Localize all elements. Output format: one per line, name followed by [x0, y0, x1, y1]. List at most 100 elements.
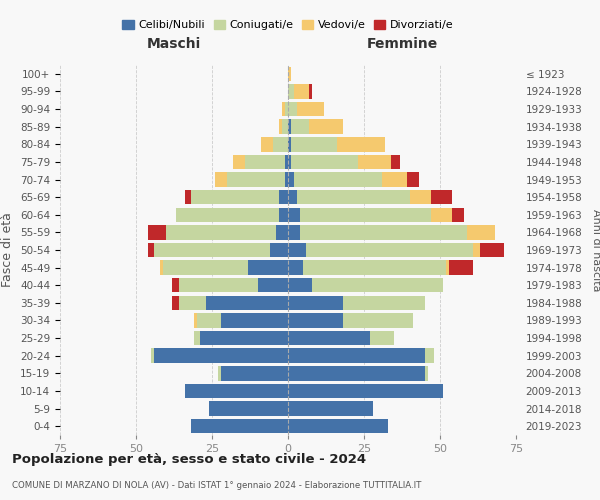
Bar: [300, 208, 431, 222]
Bar: [206, 296, 288, 310]
Bar: [282, 120, 288, 134]
Bar: [431, 190, 452, 204]
Bar: [358, 154, 391, 169]
Bar: [288, 402, 373, 416]
Bar: [288, 208, 300, 222]
Bar: [194, 314, 197, 328]
Bar: [343, 314, 413, 328]
Bar: [282, 102, 285, 117]
Bar: [148, 225, 166, 240]
Bar: [291, 137, 337, 152]
Bar: [288, 331, 370, 345]
Bar: [288, 172, 294, 186]
Bar: [185, 384, 288, 398]
Bar: [279, 190, 288, 204]
Bar: [285, 102, 288, 117]
Y-axis label: Anni di nascita: Anni di nascita: [591, 209, 600, 291]
Bar: [288, 260, 303, 275]
Bar: [179, 278, 257, 292]
Bar: [297, 190, 410, 204]
Bar: [467, 225, 495, 240]
Bar: [172, 278, 179, 292]
Bar: [197, 314, 221, 328]
Bar: [288, 66, 291, 81]
Bar: [257, 278, 288, 292]
Bar: [154, 243, 270, 257]
Bar: [303, 260, 446, 275]
Bar: [218, 366, 221, 380]
Bar: [172, 296, 179, 310]
Bar: [191, 419, 288, 434]
Bar: [425, 366, 428, 380]
Bar: [151, 348, 154, 363]
Bar: [221, 314, 288, 328]
Bar: [194, 331, 200, 345]
Bar: [209, 402, 288, 416]
Bar: [306, 243, 473, 257]
Text: Femmine: Femmine: [367, 37, 437, 51]
Bar: [148, 243, 154, 257]
Bar: [227, 172, 285, 186]
Bar: [452, 208, 464, 222]
Bar: [288, 243, 306, 257]
Bar: [163, 260, 248, 275]
Bar: [260, 137, 273, 152]
Y-axis label: Fasce di età: Fasce di età: [1, 212, 14, 288]
Bar: [294, 172, 382, 186]
Bar: [446, 260, 449, 275]
Bar: [276, 225, 288, 240]
Bar: [233, 154, 245, 169]
Bar: [337, 137, 385, 152]
Bar: [291, 120, 309, 134]
Bar: [425, 348, 434, 363]
Bar: [245, 154, 285, 169]
Bar: [285, 154, 288, 169]
Bar: [270, 243, 288, 257]
Bar: [288, 120, 291, 134]
Bar: [179, 296, 206, 310]
Text: Maschi: Maschi: [147, 37, 201, 51]
Bar: [248, 260, 288, 275]
Bar: [288, 225, 300, 240]
Bar: [215, 172, 227, 186]
Bar: [288, 137, 291, 152]
Bar: [288, 102, 297, 117]
Bar: [185, 190, 191, 204]
Bar: [288, 384, 443, 398]
Bar: [382, 172, 407, 186]
Text: COMUNE DI MARZANO DI NOLA (AV) - Dati ISTAT 1° gennaio 2024 - Elaborazione TUTTI: COMUNE DI MARZANO DI NOLA (AV) - Dati IS…: [12, 480, 421, 490]
Bar: [288, 296, 343, 310]
Bar: [191, 190, 279, 204]
Bar: [479, 243, 504, 257]
Bar: [288, 154, 291, 169]
Bar: [343, 296, 425, 310]
Bar: [154, 348, 288, 363]
Bar: [288, 314, 343, 328]
Bar: [309, 120, 343, 134]
Bar: [407, 172, 419, 186]
Bar: [294, 84, 309, 98]
Bar: [410, 190, 431, 204]
Bar: [291, 154, 358, 169]
Bar: [391, 154, 400, 169]
Bar: [309, 84, 313, 98]
Bar: [288, 190, 297, 204]
Bar: [273, 137, 288, 152]
Bar: [160, 260, 163, 275]
Legend: Celibi/Nubili, Coniugati/e, Vedovi/e, Divorziati/e: Celibi/Nubili, Coniugati/e, Vedovi/e, Di…: [118, 15, 458, 34]
Bar: [449, 260, 473, 275]
Bar: [288, 419, 388, 434]
Bar: [288, 278, 313, 292]
Bar: [297, 102, 325, 117]
Bar: [166, 225, 276, 240]
Bar: [288, 348, 425, 363]
Bar: [285, 172, 288, 186]
Bar: [473, 243, 479, 257]
Bar: [370, 331, 394, 345]
Bar: [279, 208, 288, 222]
Bar: [279, 120, 282, 134]
Bar: [176, 208, 279, 222]
Bar: [288, 84, 294, 98]
Bar: [200, 331, 288, 345]
Bar: [431, 208, 452, 222]
